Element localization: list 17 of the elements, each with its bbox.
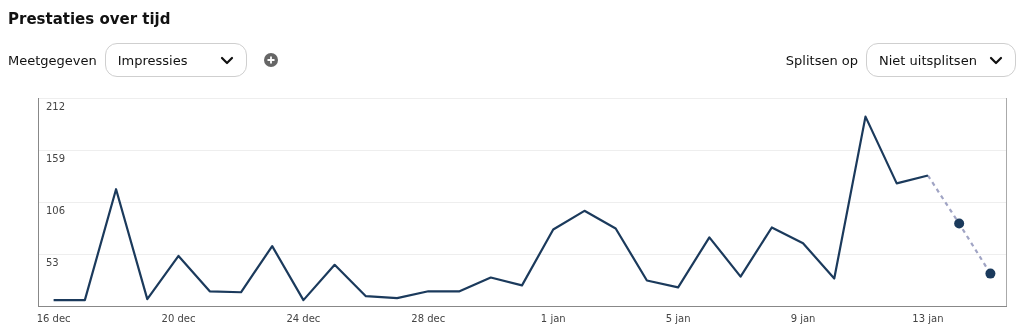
y-tick-label: 53 xyxy=(46,256,59,268)
x-tick-label: 20 dec xyxy=(161,312,196,324)
x-tick-label: 13 jan xyxy=(912,312,944,324)
x-tick-label: 28 dec xyxy=(411,312,446,324)
x-tick-label: 5 jan xyxy=(665,312,691,324)
text: Meetgegeven xyxy=(8,52,97,68)
x-tick-label: 9 jan xyxy=(790,312,816,324)
x-tick-label: 1 jan xyxy=(540,312,566,324)
x-tick-label: 16 dec xyxy=(36,312,71,324)
text: Niet uitsplitsen xyxy=(879,52,977,68)
y-tick-label: 106 xyxy=(46,204,66,216)
text: Splitsen op xyxy=(785,52,858,68)
y-tick-label: 212 xyxy=(46,100,66,112)
chart-title: Prestaties over tijd xyxy=(8,9,172,30)
x-tick-label: 24 dec xyxy=(286,312,321,324)
y-tick-label: 159 xyxy=(46,152,66,164)
text: Impressies xyxy=(117,52,188,68)
